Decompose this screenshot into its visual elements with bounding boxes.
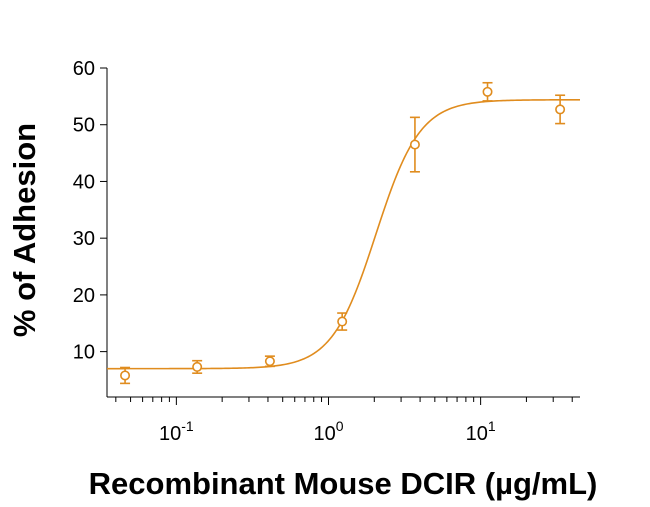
y-axis-title: % of Adhesion [7, 123, 42, 337]
data-point [482, 81, 493, 102]
data-point [555, 94, 566, 125]
x-tick-label: 100 [313, 418, 343, 445]
point-marker [555, 104, 566, 115]
y-tick-label: 50 [73, 115, 95, 137]
fit-curve [107, 98, 580, 370]
ticks: 10 20 30 40 50 60 10-1 100 101 [73, 58, 573, 445]
x-axis-title: Recombinant Mouse DCIR (µg/mL) [89, 466, 598, 501]
data-point [192, 359, 203, 374]
point-marker [192, 361, 203, 372]
data-points-layer [120, 81, 566, 385]
data-point [120, 366, 131, 385]
x-tick-label: 10-1 [159, 418, 194, 445]
y-tick-label: 10 [73, 342, 95, 364]
data-point [409, 116, 420, 173]
point-marker [409, 139, 420, 150]
y-tick-label: 40 [73, 171, 95, 193]
fit-curve-layer [107, 98, 580, 370]
point-marker [120, 370, 131, 381]
y-tick-label: 30 [73, 228, 95, 250]
x-tick-label: 101 [466, 418, 496, 445]
point-marker [482, 86, 493, 97]
data-point [264, 355, 275, 368]
y-tick-label: 20 [73, 285, 95, 307]
point-marker [337, 316, 348, 327]
point-marker [264, 356, 275, 367]
axes [106, 68, 580, 398]
data-point [337, 312, 348, 331]
y-tick-label: 60 [73, 58, 95, 80]
